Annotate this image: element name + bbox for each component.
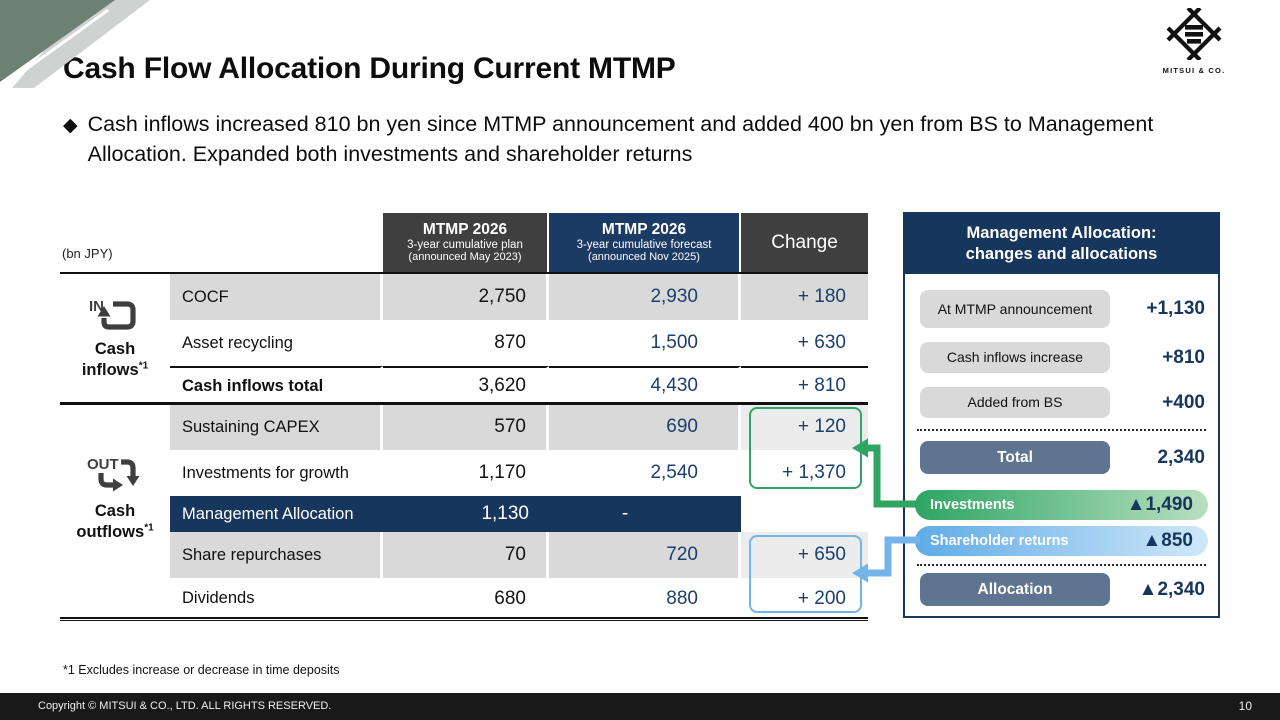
row-plan-value: 1,170 [383, 450, 549, 496]
group-label-cash-inflows: Cash inflows*1 [81, 340, 149, 379]
row-forecast-value: 720 [549, 532, 741, 578]
panel-item-allocation-pill: Allocation [920, 573, 1110, 606]
row-change-value: + 810 [741, 366, 868, 404]
row-plan-value: 870 [383, 320, 549, 366]
management-allocation-panel: Management Allocation: changes and alloc… [903, 212, 1220, 618]
row-label: Cash inflows total [170, 366, 383, 404]
panel-item-total-value: 2,340 [1157, 447, 1205, 468]
row-change-value: + 630 [797, 332, 846, 353]
panel-title-line2: changes and allocations [965, 245, 1158, 263]
row-change-value: + 180 [741, 274, 868, 320]
row-forecast-value: 880 [549, 578, 741, 619]
panel-item-investments-pill: Investments ▲1,490 [915, 490, 1208, 520]
row-plan-value: 570 [383, 404, 549, 450]
column-header-plan: MTMP 2026 3-year cumulative plan (announ… [383, 213, 547, 272]
column-header-plan-title: MTMP 2026 [422, 221, 508, 239]
column-header-plan-subtitle: 3-year cumulative plan [407, 238, 523, 251]
row-change-value: + 1,370 [782, 462, 846, 483]
row-label: COCF [170, 274, 383, 320]
row-label: Investments for growth [170, 450, 383, 496]
table-bottom-border [60, 617, 868, 621]
column-header-forecast-subtitle: 3-year cumulative forecast [576, 238, 712, 251]
svg-text:IN: IN [89, 298, 104, 315]
panel-divider-bottom [917, 564, 1206, 566]
page-number: 10 [1238, 699, 1252, 713]
panel-item-at-mtmp-value: +1,130 [1146, 298, 1205, 319]
panel-item-inflows-pill: Cash inflows increase [920, 342, 1110, 373]
row-label: Dividends [170, 578, 383, 619]
green-arrowhead-icon [852, 438, 868, 458]
row-change-value: + 200 [797, 587, 846, 609]
shareholder-change-highlight-box [749, 535, 862, 613]
shareholder-label: Shareholder returns [930, 533, 1069, 549]
panel-item-allocation-value: ▲2,340 [1138, 579, 1205, 600]
column-header-plan-note: (announced May 2023) [408, 251, 522, 264]
investments-change-highlight-box [749, 407, 862, 489]
column-header-change: Change [741, 213, 868, 272]
column-header-change-title: Change [771, 231, 838, 253]
copyright-text: Copyright © MITSUI & CO., LTD. ALL RIGHT… [38, 700, 332, 712]
row-change-value [741, 496, 868, 532]
blue-arrowhead-icon [852, 563, 868, 583]
row-plan-value: 2,750 [383, 274, 549, 320]
panel-divider-top [917, 429, 1206, 431]
row-change-value: + 120 [741, 404, 868, 450]
bullet-diamond-icon: ◆ [63, 115, 78, 136]
row-forecast-value: 1,500 [549, 320, 741, 366]
row-forecast-value: - [549, 496, 741, 532]
row-plan-value: 1,130 [383, 496, 549, 532]
row-forecast-value: 4,430 [549, 366, 741, 404]
panel-title: Management Allocation: changes and alloc… [905, 214, 1218, 274]
green-connector-line [866, 444, 920, 508]
svg-text:OUT: OUT [87, 456, 119, 473]
panel-item-total-pill: Total [920, 441, 1110, 474]
blue-connector-line [866, 536, 920, 577]
cashflow-table: IN Cash inflows*1 OUT Cash outflows*1 [60, 272, 868, 619]
row-plan-value: 70 [383, 532, 549, 578]
panel-item-added-bs-pill: Added from BS [920, 387, 1110, 418]
connector-arrows [852, 438, 920, 583]
shareholder-value: ▲850 [1142, 530, 1193, 551]
row-label-management-allocation: Management Allocation [170, 496, 383, 532]
row-forecast-value: 2,930 [549, 274, 741, 320]
row-label: Sustaining CAPEX [170, 404, 383, 450]
group-cash-outflows: OUT Cash outflows*1 [60, 404, 170, 619]
row-label: Share repurchases [170, 532, 383, 578]
panel-item-shareholder-pill: Shareholder returns ▲850 [915, 526, 1208, 556]
table-group-divider [60, 402, 868, 405]
group-label-cash-outflows: Cash outflows*1 [76, 501, 154, 541]
footer-bar: Copyright © MITSUI & CO., LTD. ALL RIGHT… [0, 693, 1280, 720]
column-header-forecast: MTMP 2026 3-year cumulative forecast (an… [549, 213, 739, 272]
column-header-forecast-title: MTMP 2026 [601, 221, 687, 239]
row-forecast-value: 2,540 [549, 450, 741, 496]
row-label: Asset recycling [170, 320, 383, 366]
row-plan-value: 3,620 [383, 366, 549, 404]
page-title: Cash Flow Allocation During Current MTMP [63, 52, 676, 85]
column-header-forecast-note: (announced Nov 2025) [588, 251, 700, 264]
logo-text: MITSUI & CO. [1162, 66, 1226, 75]
investments-value: ▲1,490 [1126, 494, 1193, 515]
company-logo: MITSUI & CO. [1150, 6, 1238, 75]
mitsui-diamond-icon [1166, 6, 1222, 62]
row-change-value: + 650 [741, 532, 868, 578]
cash-out-cycle-icon: OUT [87, 456, 140, 492]
cash-in-cycle-icon: IN [89, 298, 136, 330]
panel-item-added-bs-value: +400 [1162, 392, 1205, 413]
footnote: *1 Excludes increase or decrease in time… [63, 663, 340, 677]
group-cash-inflows: IN Cash inflows*1 [60, 274, 170, 404]
summary-bullet: ◆ Cash inflows increased 810 bn yen sinc… [63, 110, 1163, 169]
panel-title-line1: Management Allocation: [966, 224, 1157, 243]
panel-item-inflows-value: +810 [1162, 347, 1205, 368]
investments-label: Investments [930, 497, 1015, 513]
panel-item-at-mtmp-pill: At MTMP announcement [920, 290, 1110, 328]
row-plan-value: 680 [383, 578, 549, 619]
summary-bullet-text: Cash inflows increased 810 bn yen since … [87, 112, 1154, 166]
unit-label: (bn JPY) [62, 246, 113, 261]
row-forecast-value: 690 [549, 404, 741, 450]
